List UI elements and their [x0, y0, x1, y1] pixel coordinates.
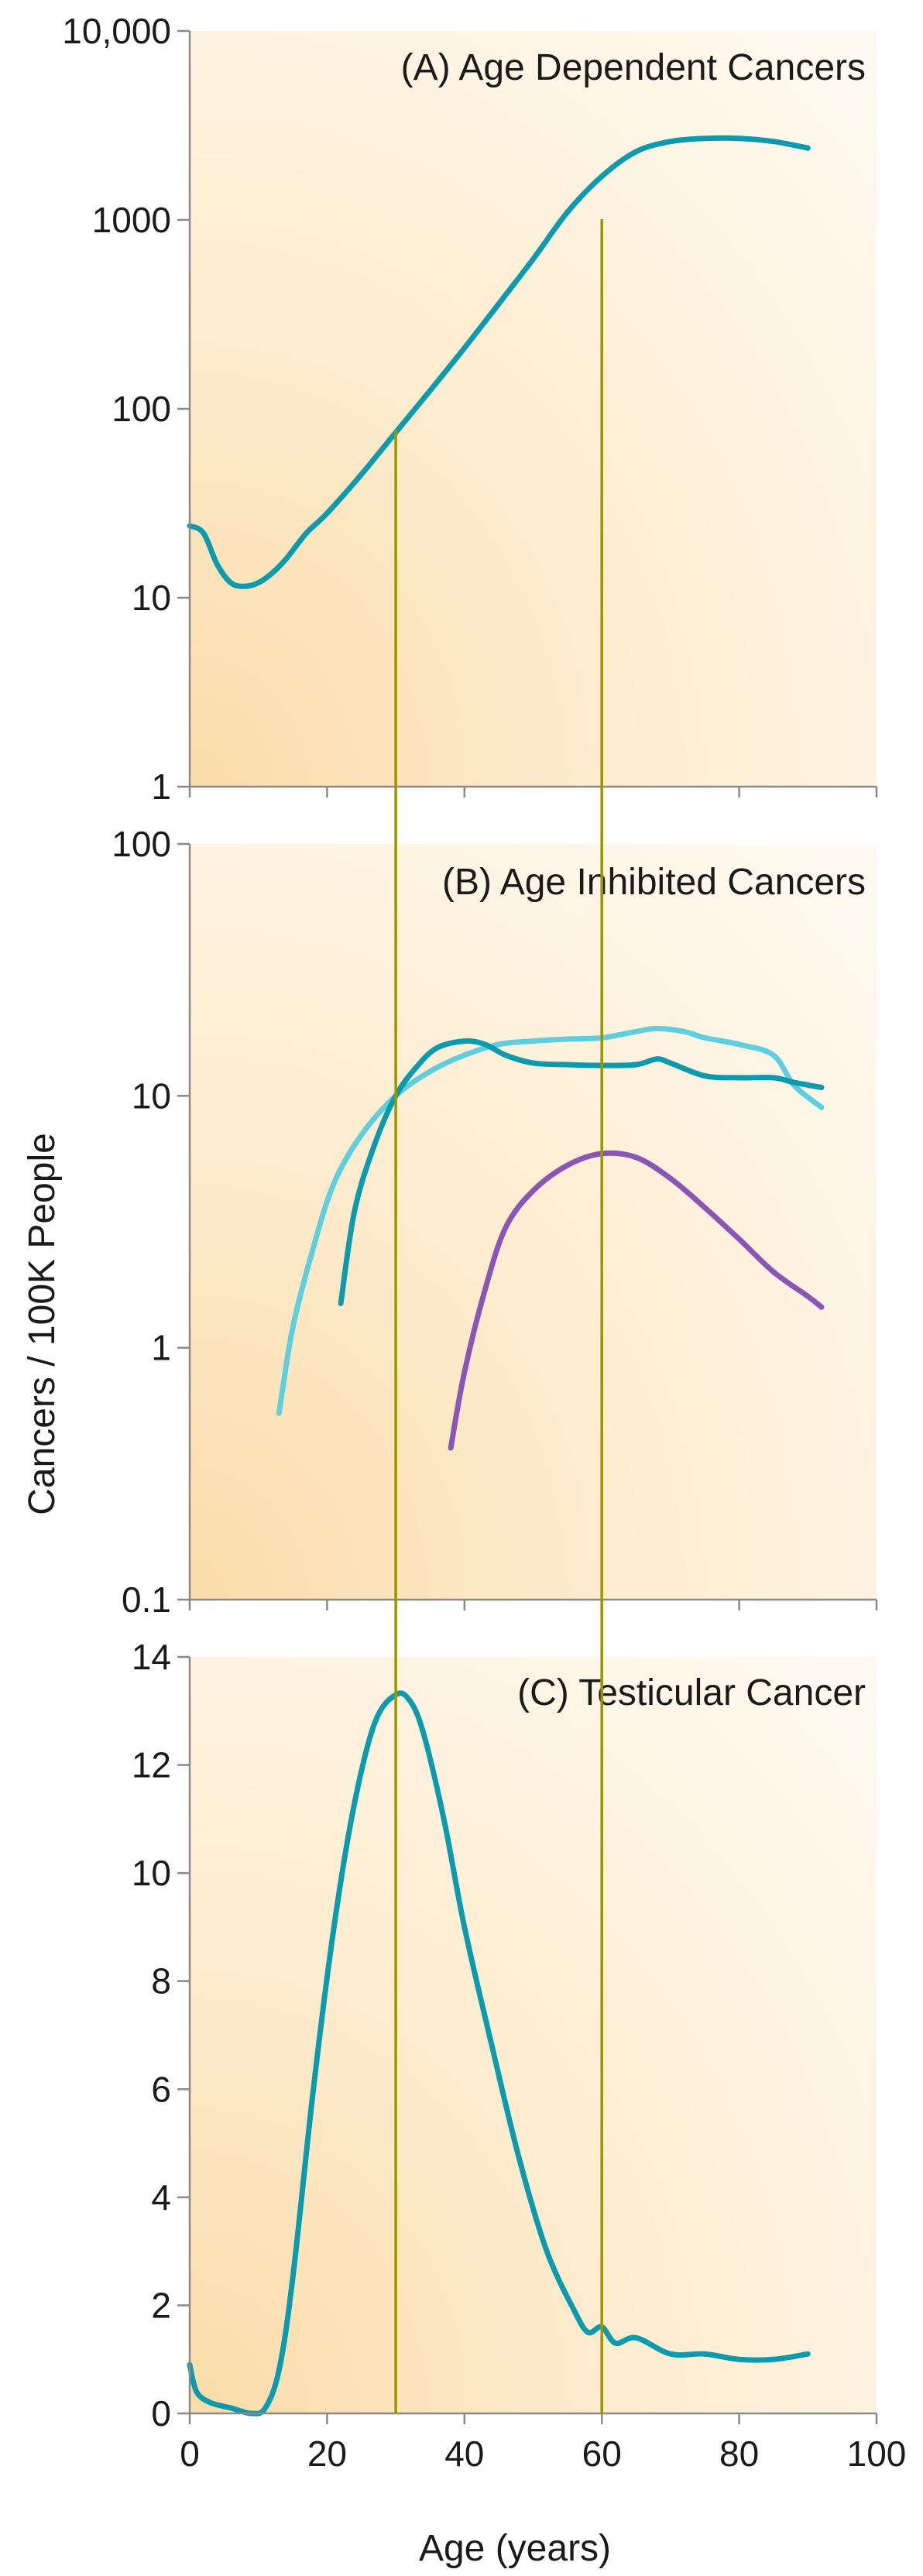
y-ticks: 0 2 4 6 8 10 12 14 [132, 1637, 190, 2434]
y-tick-label: 10 [132, 1853, 171, 1893]
x-tick-label: 0 [180, 2434, 200, 2474]
y-tick-label: 4 [151, 2177, 171, 2218]
panel-age-inhibited: 0.1 1 10 100 (B) Age Inhibited Cancers [112, 824, 878, 1620]
y-tick-label: 10,000 [62, 11, 171, 51]
x-ticks: 0 20 40 60 80 100 [180, 2434, 906, 2474]
series-layer [187, 135, 811, 589]
y-tick-label: 10 [132, 1075, 171, 1116]
y-tick-label: 0 [151, 2393, 171, 2434]
y-tick-label: 12 [132, 1745, 171, 1785]
series-line-light-teal [276, 1025, 825, 1416]
series-line-testicular [187, 1690, 811, 2417]
plot-background [190, 1657, 877, 2413]
y-tick-label: 2 [151, 2285, 171, 2325]
series-line-purple [448, 1150, 825, 1451]
panel-title: (C) Testicular Cancer [517, 1672, 866, 1713]
series-layer [276, 1025, 825, 1451]
series-line-age-dependent [187, 135, 811, 589]
series-layer [187, 1690, 811, 2417]
y-tick-label: 1 [151, 1328, 171, 1368]
y-tick-label: 14 [132, 1637, 171, 1677]
y-tick-label: 1000 [92, 200, 171, 240]
x-tick-label: 40 [444, 2434, 484, 2474]
y-tick-label: 100 [112, 824, 171, 864]
panel-title: (B) Age Inhibited Cancers [442, 862, 866, 903]
y-tick-label: 10 [132, 578, 171, 618]
y-ticks: 1 10 100 1000 10,000 [62, 11, 190, 807]
series-line-dark-teal [338, 1038, 825, 1306]
y-axis-title: Cancers / 100K People [22, 1133, 63, 1515]
x-axis-title: Age (years) [419, 2528, 611, 2569]
plot-background [190, 844, 877, 1600]
axes [188, 1657, 878, 2424]
y-tick-label: 100 [112, 389, 171, 429]
y-tick-label: 1 [151, 767, 171, 807]
y-tick-label: 6 [151, 2069, 171, 2109]
y-ticks: 0.1 1 10 100 [112, 824, 190, 1620]
x-tick-label: 80 [719, 2434, 759, 2474]
age-guide-lines [394, 219, 603, 2413]
panel-age-dependent: 1 10 100 1000 10,000 (A) Age Dependent Cance… [62, 11, 878, 807]
y-tick-label: 0.1 [122, 1580, 171, 1620]
x-tick-label: 20 [307, 2434, 347, 2474]
x-tick-label: 100 [847, 2434, 907, 2474]
x-tick-label: 60 [582, 2434, 622, 2474]
panel-testicular: 0 2 4 6 8 10 12 14 (C) Testicular Cancer 0 20 40 6… [132, 1637, 907, 2474]
plot-background [190, 31, 877, 787]
y-tick-label: 8 [151, 1961, 171, 2001]
panel-title: (A) Age Dependent Cancers [401, 47, 866, 88]
